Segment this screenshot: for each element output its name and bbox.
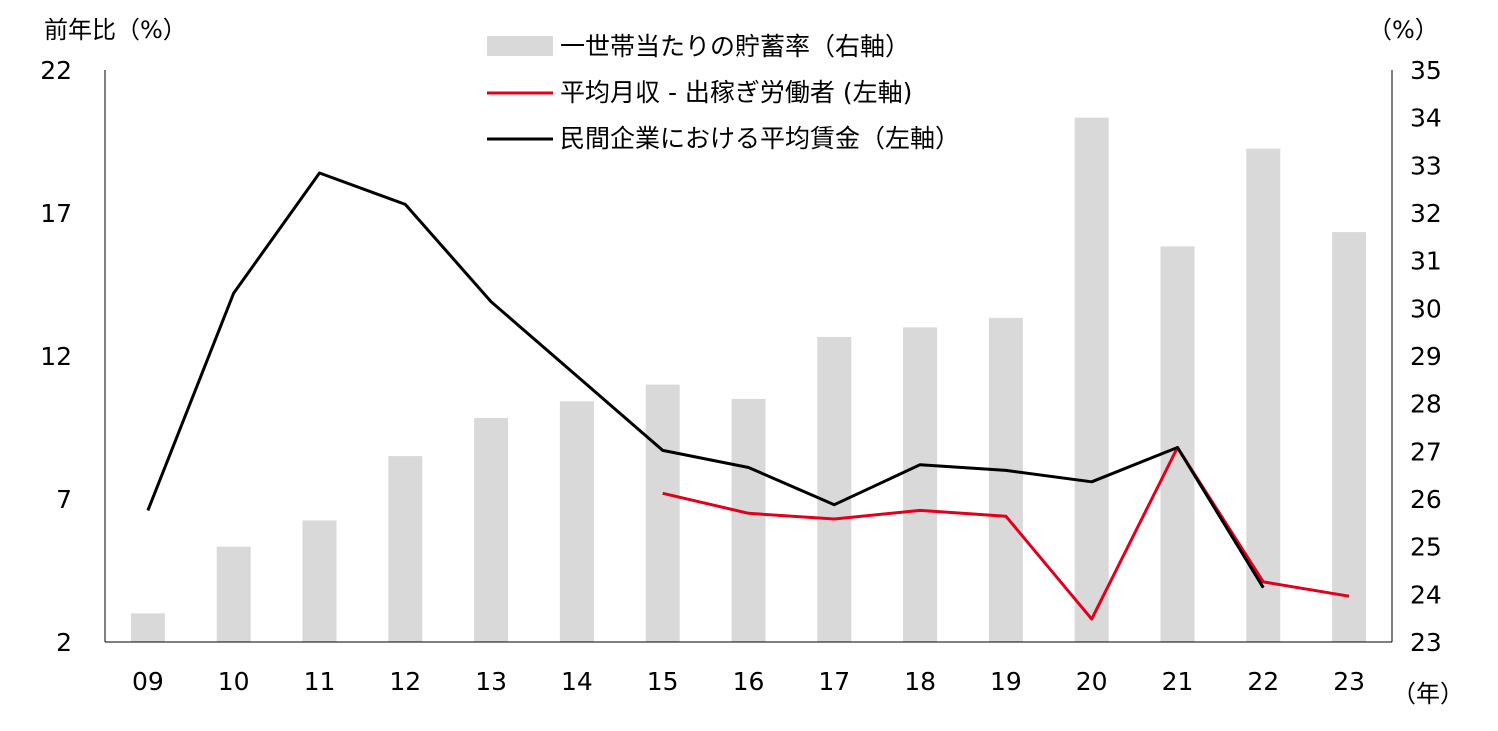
x-tick-label-16: 16 (733, 667, 765, 696)
bar-20 (1074, 117, 1109, 642)
right-axis-label: （%） (1368, 16, 1439, 44)
x-tick-label-18: 18 (904, 667, 936, 696)
right-tick-label: 28 (1410, 390, 1442, 419)
x-tick-label-23: 23 (1333, 667, 1365, 696)
left-tick-label: 2 (56, 628, 72, 657)
x-tick-label-20: 20 (1076, 667, 1108, 696)
bar-15 (645, 384, 680, 642)
right-tick-label: 33 (1410, 151, 1442, 180)
right-tick-label: 25 (1410, 533, 1442, 562)
x-tick-label-15: 15 (647, 667, 679, 696)
x-axis-unit-label: （年） (1392, 680, 1464, 708)
right-axis-ticks: 35 34 33 32 31 30 29 28 27 26 25 24 23 (1410, 56, 1442, 657)
bar-13 (474, 417, 509, 642)
x-axis-ticks: 09 10 11 12 13 14 15 16 17 18 19 20 21 22 23 (132, 667, 1365, 696)
right-tick-label: 35 (1410, 56, 1442, 85)
bar-11 (302, 520, 337, 642)
line-private-wage (146, 171, 1265, 589)
x-tick-label-19: 19 (990, 667, 1022, 696)
bar-21 (1160, 246, 1195, 642)
bar-22 (1246, 148, 1281, 642)
bar-18 (903, 327, 938, 642)
x-tick-label-14: 14 (561, 667, 593, 696)
x-tick-label-10: 10 (218, 667, 250, 696)
x-tick-label-17: 17 (818, 667, 850, 696)
legend-swatch-savings-rate (487, 36, 553, 56)
bar-23 (1332, 232, 1367, 643)
x-tick-label-13: 13 (475, 667, 507, 696)
right-tick-label: 23 (1410, 628, 1442, 657)
left-tick-label: 22 (40, 56, 72, 85)
legend-label-savings-rate: 一世帯当たりの貯蓄率（右軸） (560, 32, 910, 61)
bar-10 (216, 546, 251, 642)
bar-19 (988, 317, 1023, 642)
bar-series-savings-rate (130, 117, 1367, 643)
legend: 一世帯当たりの貯蓄率（右軸） 平均月収 - 出稼ぎ労働者 (左軸) 民間企業にお… (487, 32, 960, 153)
left-tick-label: 7 (56, 485, 72, 514)
legend-label-private-wage: 民間企業における平均賃金（左軸） (560, 124, 960, 153)
right-tick-label: 31 (1410, 247, 1442, 276)
right-tick-label: 30 (1410, 294, 1442, 323)
right-tick-label: 27 (1410, 437, 1442, 466)
x-tick-label-21: 21 (1162, 667, 1194, 696)
left-tick-label: 17 (40, 199, 72, 228)
bar-09 (130, 613, 165, 642)
bar-17 (817, 336, 852, 642)
x-tick-label-11: 11 (304, 667, 336, 696)
bar-14 (559, 401, 594, 642)
right-tick-label: 32 (1410, 199, 1442, 228)
legend-label-migrant-income: 平均月収 - 出稼ぎ労働者 (左軸) (560, 78, 912, 107)
left-axis-label: 前年比（%） (44, 16, 187, 44)
line-migrant-income (662, 446, 1350, 621)
x-tick-label-09: 09 (132, 667, 164, 696)
bar-16 (731, 398, 766, 642)
right-tick-label: 24 (1410, 580, 1442, 609)
right-tick-label: 26 (1410, 485, 1442, 514)
bar-12 (388, 456, 423, 642)
right-tick-label: 34 (1410, 104, 1442, 133)
left-axis-ticks: 22 17 12 7 2 (40, 56, 72, 657)
right-tick-label: 29 (1410, 342, 1442, 371)
left-tick-label: 12 (40, 342, 72, 371)
x-tick-label-12: 12 (389, 667, 421, 696)
line-series-group (146, 171, 1350, 621)
x-tick-label-22: 22 (1247, 667, 1279, 696)
